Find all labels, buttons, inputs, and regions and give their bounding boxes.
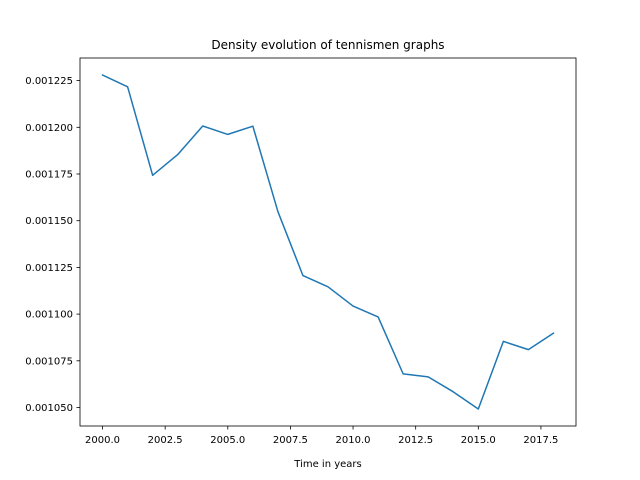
x-tick-label: 2017.5	[523, 435, 558, 446]
y-tick-label: 0.001150	[25, 216, 73, 227]
chart-title: Density evolution of tennismen graphs	[211, 38, 444, 52]
x-tick-label: 2010.0	[336, 435, 371, 446]
y-tick-label: 0.001225	[25, 76, 73, 87]
plot-area: 2000.0 2002.5 2005.0 2007.5 2010.0 2012.5 2015…	[25, 57, 577, 446]
x-tick-label: 2002.5	[148, 435, 183, 446]
y-tick-label: 0.001125	[25, 263, 73, 274]
y-tick-label: 0.001175	[25, 170, 73, 181]
x-tick-label: 2005.0	[210, 435, 245, 446]
x-tick-label: 2012.5	[398, 435, 433, 446]
y-tick-label: 0.001050	[25, 403, 73, 414]
y-tick-label: 0.001100	[25, 310, 73, 321]
y-tick-label: 0.001200	[25, 123, 73, 134]
y-tick-label: 0.001075	[25, 356, 73, 367]
x-tick-label: 2015.0	[461, 435, 496, 446]
x-tick-label: 2000.0	[85, 435, 120, 446]
axes-frame	[79, 57, 577, 427]
x-tick-label: 2007.5	[273, 435, 308, 446]
series-line	[101, 74, 555, 410]
x-axis-label: Time in years	[293, 459, 361, 470]
